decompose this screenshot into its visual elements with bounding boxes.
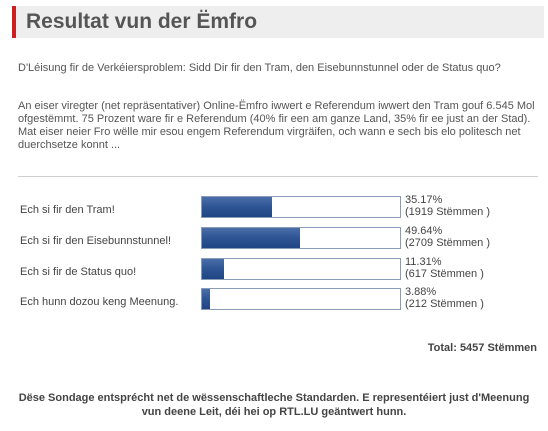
poll-description: An eiser viregter (net repräsentativer) …: [18, 100, 535, 151]
result-votes: (212 Stëmmen ): [405, 298, 484, 310]
total-votes: Total: 5457 Stëmmen: [427, 342, 537, 354]
disclaimer-note: Dëse Sondage entsprécht net de wëssensch…: [18, 392, 530, 418]
divider: [18, 176, 538, 177]
option-label: Ech hunn dozou keng Meenung.: [20, 296, 179, 308]
result-bar: [201, 288, 401, 310]
result-row: Ech si fir den Eisebunnstunnel! 49.64% (…: [0, 225, 548, 256]
result-votes: (617 Stëmmen ): [405, 268, 484, 280]
option-label: Ech si fir den Eisebunnstunnel!: [20, 235, 172, 247]
result-percent: 35.17%: [405, 194, 443, 206]
result-votes: (2709 Stëmmen ): [405, 237, 490, 249]
result-percent: 49.64%: [405, 225, 443, 237]
result-row: Ech hunn dozou keng Meenung. 3.88% (212 …: [0, 286, 548, 317]
result-percent: 3.88%: [405, 286, 437, 298]
page-title: Resultat vun der Ëmfro: [26, 10, 258, 33]
poll-question: D'Léisung fir de Verkéiersproblem: Sidd …: [18, 62, 501, 74]
result-bar: [201, 258, 401, 280]
result-bar-fill: [202, 289, 210, 309]
option-label: Ech si fir den Tram!: [20, 204, 115, 216]
result-bar: [201, 227, 401, 249]
result-row: Ech si fir de Status quo! 11.31% (617 St…: [0, 256, 548, 287]
result-percent: 11.31%: [405, 256, 442, 268]
result-votes: (1919 Stëmmen ): [405, 206, 490, 218]
result-bar-fill: [202, 197, 272, 217]
result-bar-fill: [202, 228, 301, 248]
results-header: Resultat vun der Ëmfro: [12, 6, 544, 38]
result-bar-fill: [202, 259, 225, 279]
result-row: Ech si fir den Tram! 35.17% (1919 Stëmme…: [0, 194, 548, 225]
result-bar: [201, 196, 401, 218]
option-label: Ech si fir de Status quo!: [20, 266, 137, 278]
